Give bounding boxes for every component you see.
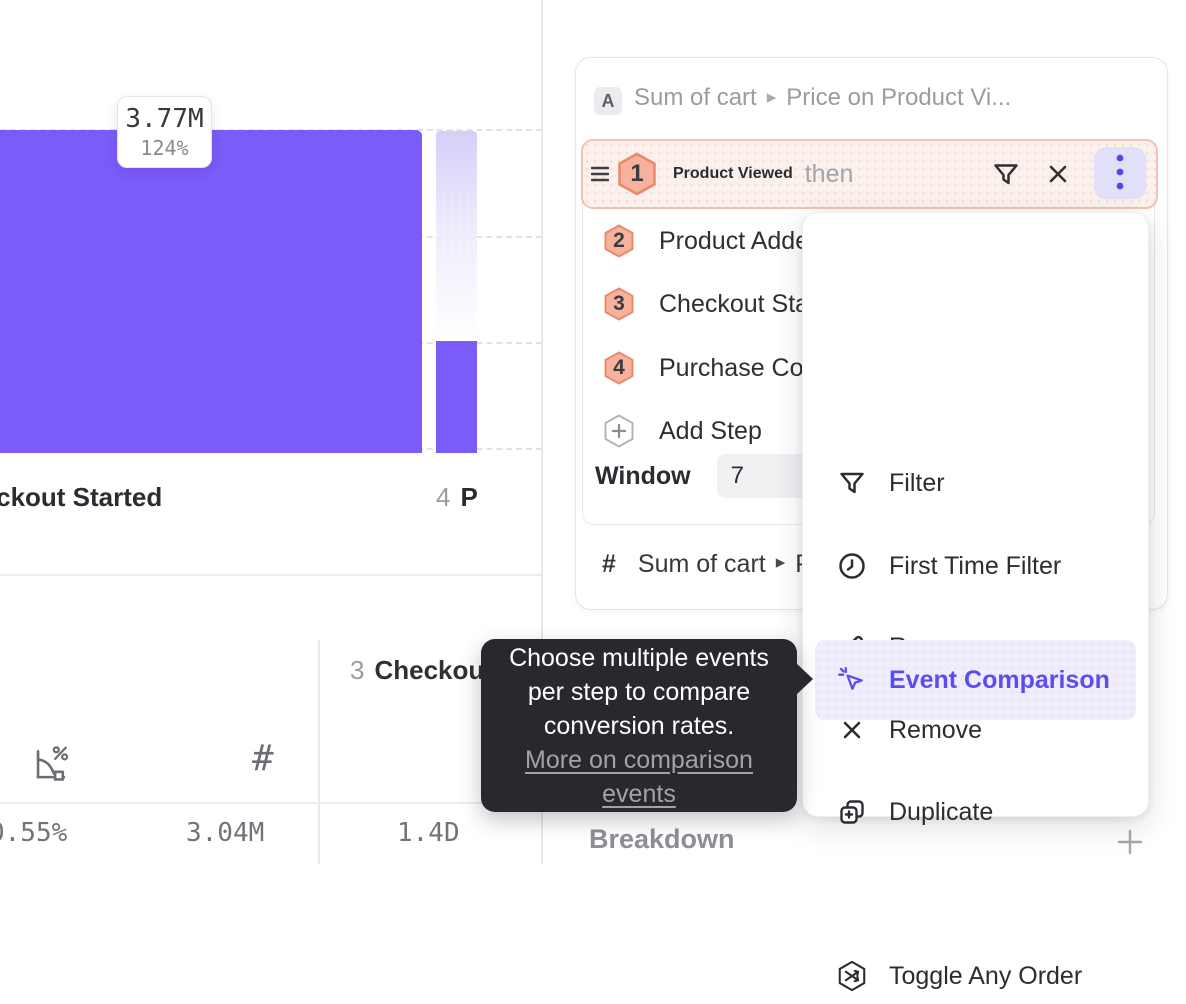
hash-icon[interactable]: # [252,738,274,779]
x-axis-label-step3: Checkout Started [0,482,162,513]
funnel-bar-step4[interactable] [436,341,477,453]
step-event-name[interactable]: Product Viewed [673,165,793,182]
add-step-label: Add Step [659,416,762,445]
step-number-hexagon: 2 [604,224,634,258]
duplicate-icon [837,797,867,827]
three-dots-vertical-icon [1116,151,1124,195]
step-number-hexagon: 4 [604,351,634,385]
tooltip-arrow [796,663,813,695]
step-remove-button[interactable] [1041,157,1075,191]
drag-handle-icon[interactable] [591,165,609,183]
table-column-divider [318,640,320,864]
metric-badge-a: A [594,87,622,115]
plus-icon [1116,828,1144,856]
event-comparison-cursor-icon [837,665,867,695]
main-right-rail-divider [541,0,543,864]
funnel-analysis-screen: { "colors": { "accent_purple": "#7b5bfa"… [0,0,1168,992]
table-value-time: 1.4D [397,818,460,848]
metric-top-right: Price on Product Vi... [786,84,1012,111]
menu-item-label: Toggle Any Order [889,961,1083,990]
step-number-hexagon: 1 [617,152,657,196]
tooltip-value: 3.77M [125,104,204,134]
add-step-hexagon-plus-icon [604,414,634,448]
step-filter-button[interactable] [989,157,1023,191]
step-number: 1 [630,160,644,187]
x-axis-step-number: 4 [436,482,451,512]
tooltip-line: conversion rates. [543,711,735,740]
table-value-conversion: 0.55% [0,818,68,848]
x-axis-label-text: Purchase Completed [460,482,478,512]
table-value-count: 3.04M [186,818,265,848]
step-options-menu: Filter First Time Filter Rename Remove [802,212,1149,992]
step-then-suffix: then [804,159,854,188]
step-number: 4 [613,356,625,379]
step-row-1[interactable]: 1 Product Viewed then [581,139,1158,209]
menu-item-first-time-filter[interactable]: First Time Filter [803,538,1148,594]
step-number-hexagon: 3 [604,287,634,321]
menu-item-duplicate[interactable]: Duplicate [803,784,1148,840]
chart-hover-tooltip: 3.77M 124% [117,96,212,168]
add-breakdown-button[interactable] [1112,824,1148,860]
funnel-bar-step4-projected[interactable] [436,131,477,341]
clock-icon [837,551,867,581]
x-axis-label-step4: 4 Purchase Completed [436,482,478,513]
menu-item-label: First Time Filter [889,551,1062,580]
step-more-options-button[interactable] [1094,147,1146,199]
funnel-steps-container: 1 Product Viewed then [581,139,1158,525]
metric-top-row[interactable]: Sum of cart ▸ Price on Product Vi... [634,84,1011,112]
tooltip-line: per step to compare [527,677,751,706]
hexagon-shuffle-icon [837,960,867,992]
add-step-row[interactable]: Add Step [583,399,1154,463]
tooltip-percent: 124% [140,136,189,160]
table-row-divider [0,802,541,804]
menu-item-event-comparison[interactable]: Event Comparison [815,640,1136,720]
breakdown-section-label: Breakdown [589,824,735,854]
menu-item-remove[interactable]: Remove [803,702,1148,758]
filter-icon [837,468,867,498]
funnel-bar-step3[interactable] [0,130,422,453]
step-number: 3 [613,292,625,315]
metric-top-left: Sum of cart [634,84,757,111]
event-comparison-tooltip: Choose multiple events per step to compa… [481,639,797,812]
step-number: 2 [613,229,625,252]
menu-item-label: Remove [889,715,983,744]
metric-bottom-left: Sum of cart [637,550,766,578]
window-label: Window [595,461,691,490]
menu-item-toggle-any-order[interactable]: Toggle Any Order [803,948,1148,1004]
group-step-number: 3 [350,655,365,685]
menu-item-label: Event Comparison [889,665,1110,694]
menu-item-filter[interactable]: Filter [803,455,1148,511]
comparison-events-link[interactable]: More on comparison [525,745,753,774]
x-icon [837,715,867,745]
caret-right-icon: ▸ [766,87,777,108]
chart-table-divider [0,574,542,576]
tooltip-line: Choose multiple events [509,643,769,672]
x-axis-label-text: Checkout Started [0,482,163,512]
menu-item-label: Filter [889,468,945,497]
caret-right-icon: ▸ [775,552,786,573]
comparison-events-link[interactable]: events [602,779,676,808]
hash-metric-icon: # [602,550,616,578]
menu-item-label: Duplicate [889,797,994,826]
conversion-chart-percent-icon[interactable] [32,743,70,783]
